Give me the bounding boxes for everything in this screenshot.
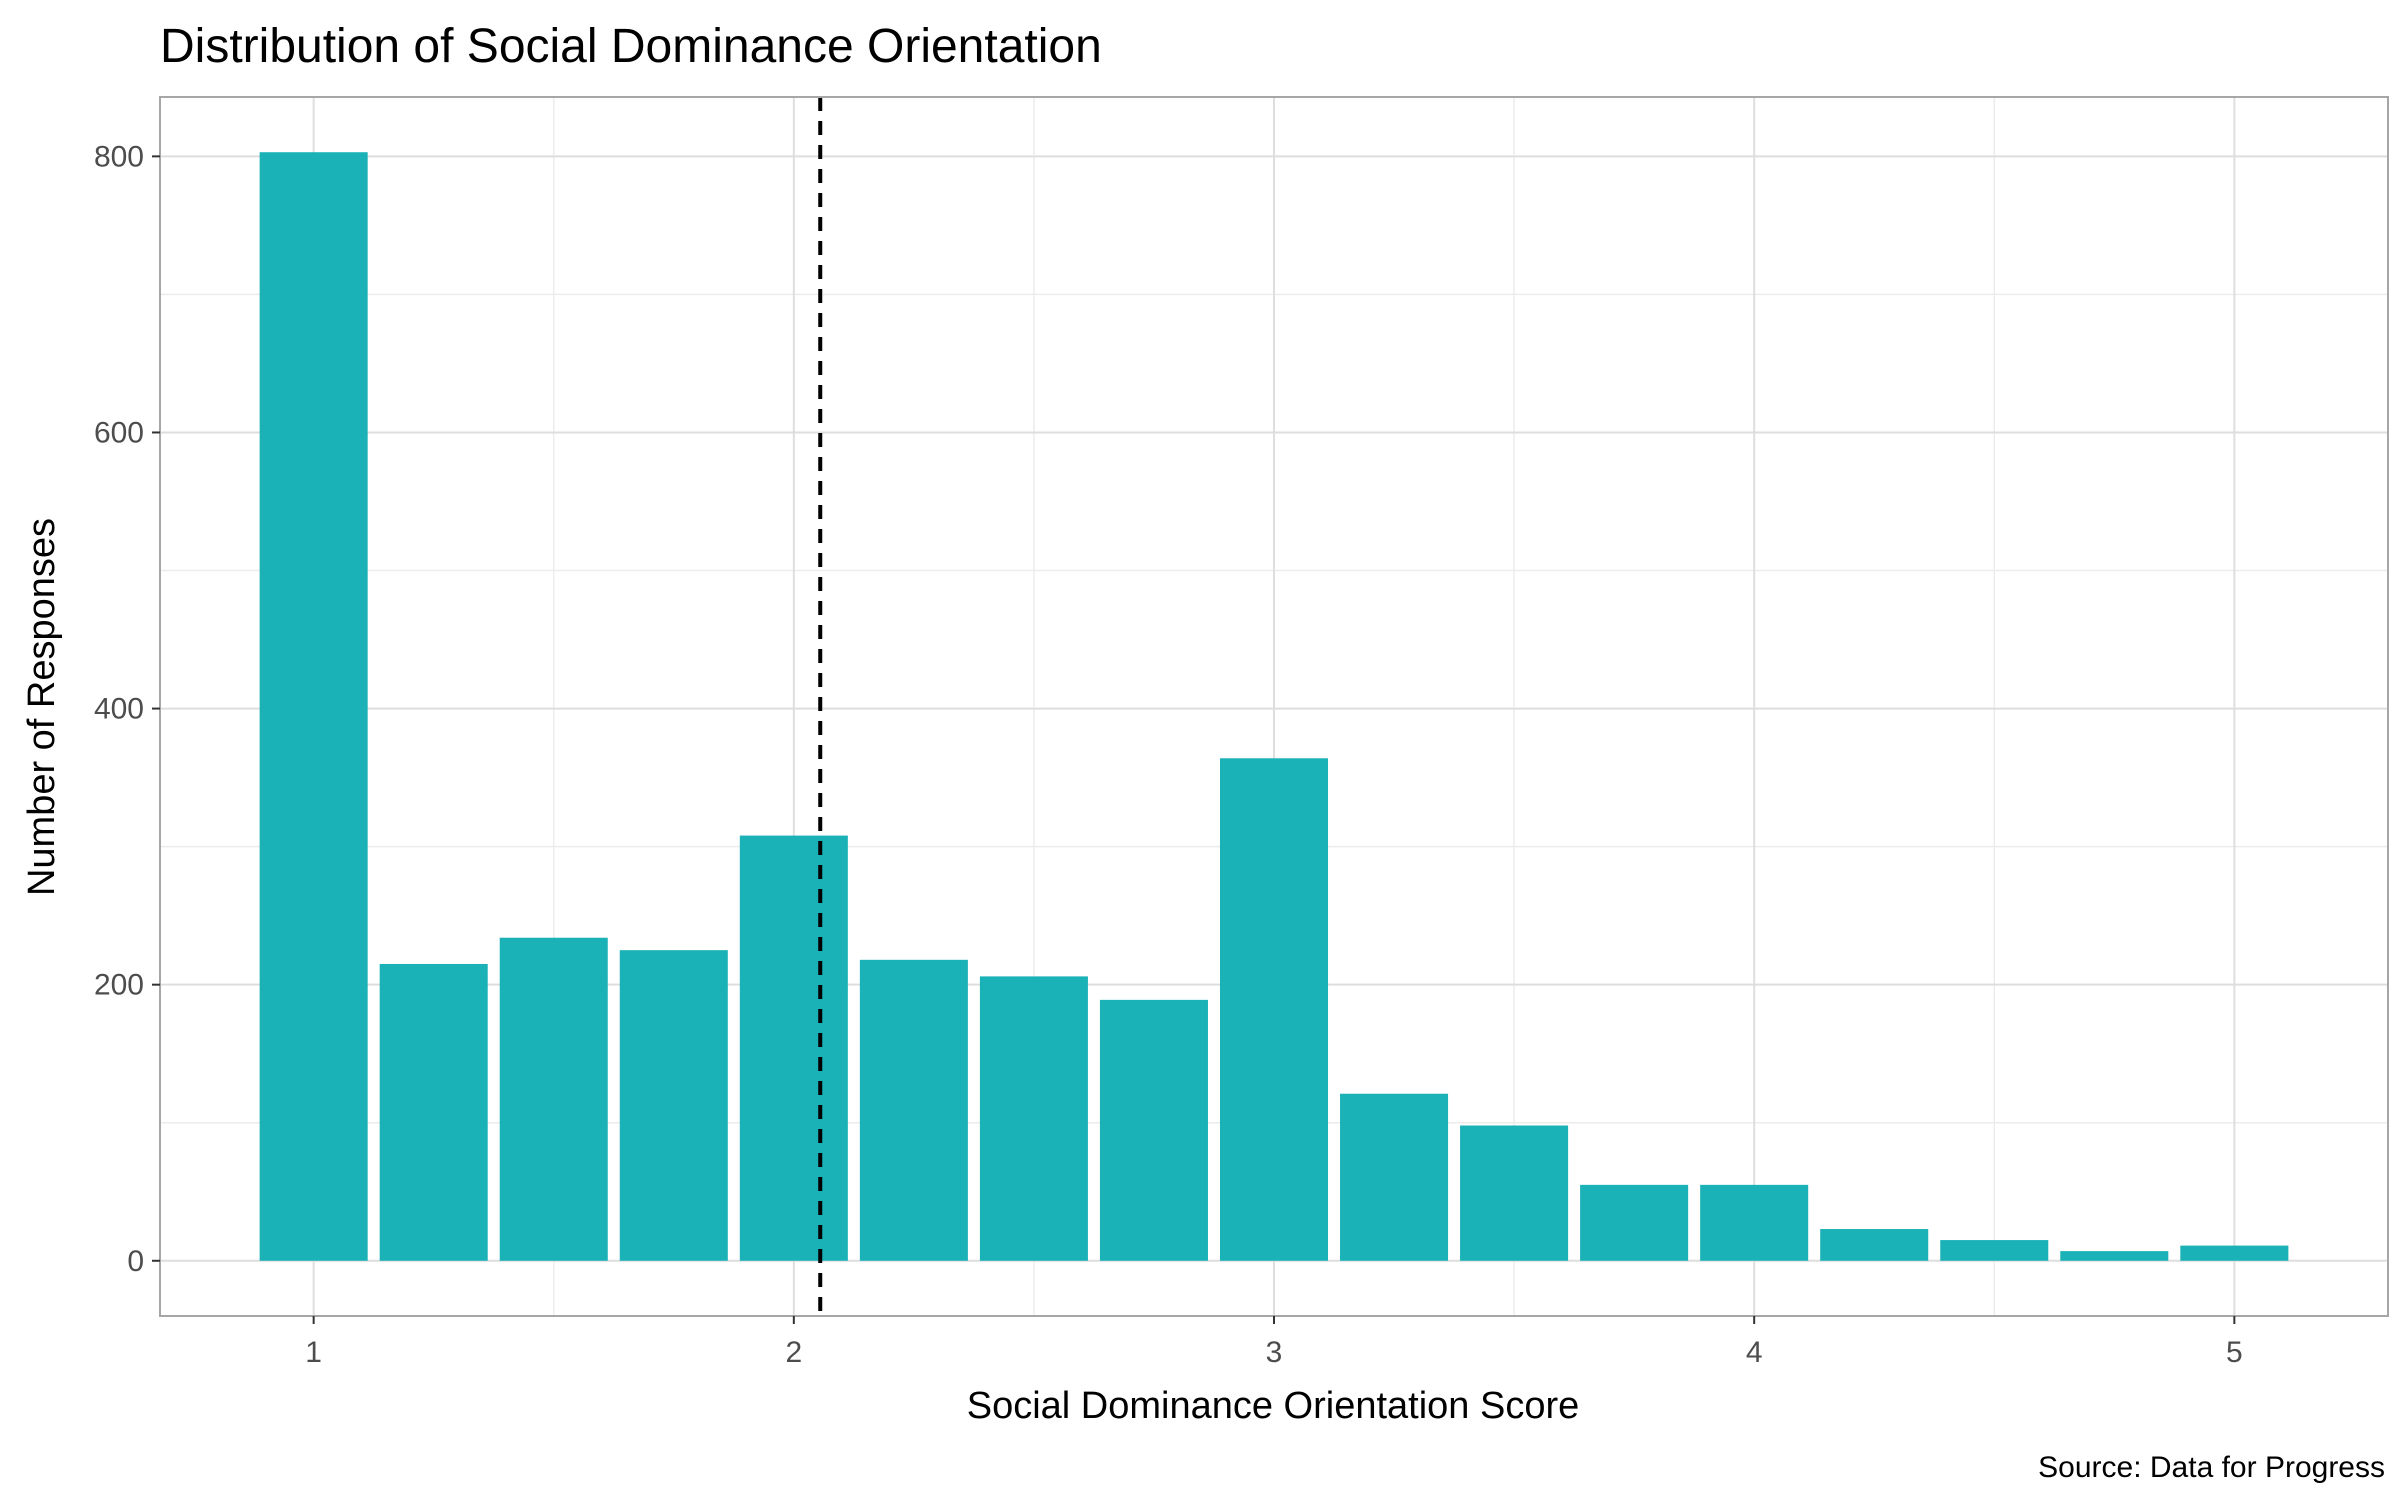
x-tick-label: 5 <box>2226 1336 2243 1369</box>
bar <box>1099 999 1208 1261</box>
bar <box>1580 1184 1689 1261</box>
y-axis-title: Number of Responses <box>21 518 63 896</box>
bar <box>1340 1093 1449 1261</box>
bar <box>499 937 608 1261</box>
y-tick-label: 0 <box>127 1245 144 1278</box>
bar <box>1700 1184 1809 1261</box>
source-caption: Source: Data for Progress <box>2038 1451 2385 1484</box>
bar <box>1219 758 1329 1261</box>
x-tick-label: 3 <box>1266 1336 1283 1369</box>
chart-title: Distribution of Social Dominance Orienta… <box>160 20 1102 73</box>
bar <box>859 959 968 1261</box>
bar <box>2060 1251 2169 1261</box>
bar <box>1460 1125 1569 1261</box>
bars <box>259 152 2289 1261</box>
bar <box>1820 1229 1929 1261</box>
x-tick-label: 4 <box>1746 1336 1763 1369</box>
bar <box>259 152 368 1261</box>
bar <box>739 835 848 1261</box>
y-axis-ticks: 0 200 400 600 800 <box>94 140 160 1278</box>
bar <box>1940 1240 2049 1261</box>
bar <box>619 950 728 1261</box>
bar <box>2180 1245 2289 1261</box>
y-tick-label: 600 <box>94 416 144 449</box>
bar <box>379 963 488 1261</box>
x-tick-label: 2 <box>785 1336 802 1369</box>
y-tick-label: 800 <box>94 140 144 173</box>
bar <box>979 976 1088 1261</box>
y-tick-label: 400 <box>94 693 144 726</box>
y-tick-label: 200 <box>94 969 144 1002</box>
x-axis-title: Social Dominance Orientation Score <box>967 1385 1580 1427</box>
x-tick-label: 1 <box>305 1336 322 1369</box>
x-axis-ticks: 1 2 3 4 5 <box>305 1316 2243 1369</box>
